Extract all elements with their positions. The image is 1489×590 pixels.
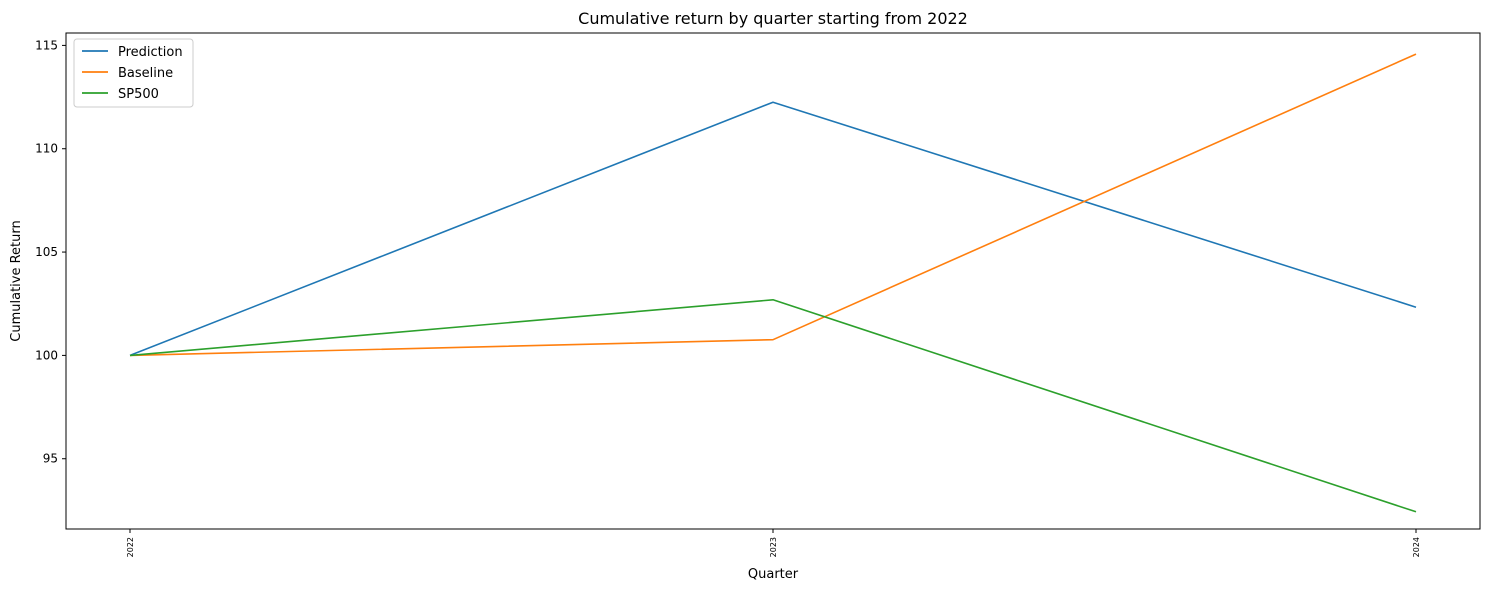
y-axis: 95 100 105 110 115 (35, 38, 66, 466)
chart-title: Cumulative return by quarter starting fr… (578, 9, 968, 28)
series-line-sp500 (129, 298, 1417, 513)
y-tick-label: 105 (35, 245, 58, 259)
series-line-baseline (129, 53, 1417, 357)
y-tick-label: 115 (35, 38, 58, 52)
legend: Prediction Baseline SP500 (73, 38, 194, 108)
x-tick-label: 2023 (769, 537, 778, 557)
plot-frame (65, 32, 1481, 530)
legend-box (73, 38, 194, 108)
legend-label: SP500 (118, 87, 159, 102)
x-axis: 2022 2023 2024 (126, 529, 1421, 557)
y-tick-label: 110 (35, 142, 58, 156)
x-tick-label: 2024 (1412, 537, 1421, 557)
plot-area (65, 32, 1481, 530)
y-tick-label: 95 (43, 452, 58, 466)
series-line-prediction (129, 101, 1417, 357)
y-tick-label: 100 (35, 348, 58, 362)
x-tick-label: 2022 (126, 537, 135, 557)
x-axis-label: Quarter (748, 567, 799, 582)
y-axis-label: Cumulative Return (9, 220, 24, 341)
legend-label: Baseline (118, 66, 173, 81)
series-layer (129, 53, 1417, 513)
legend-label: Prediction (118, 45, 183, 60)
